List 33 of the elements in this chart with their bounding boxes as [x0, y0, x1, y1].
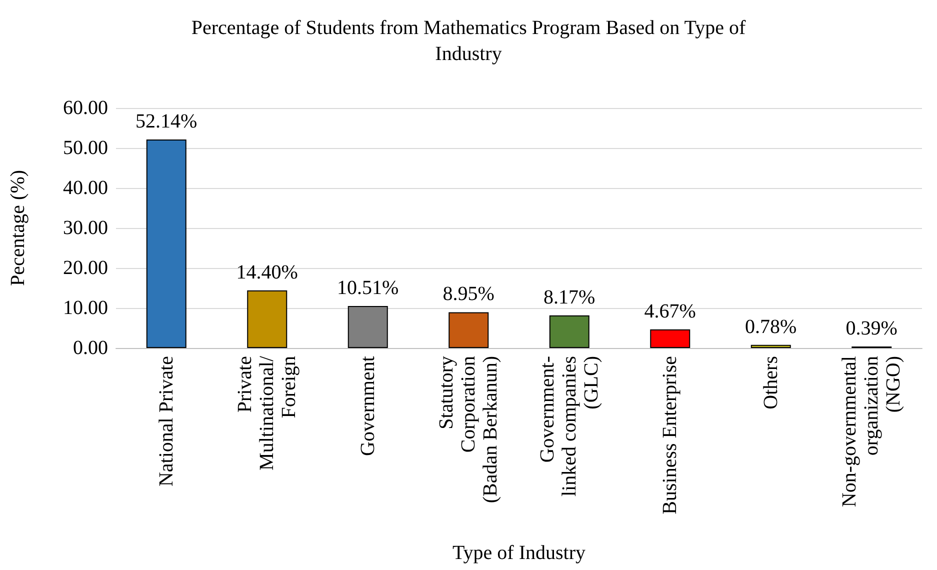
data-label: 4.67%	[644, 300, 696, 322]
x-tick-label: Business Enterprise	[659, 356, 682, 514]
y-tick-label: 60.00	[63, 97, 108, 119]
y-tick-label: 50.00	[63, 137, 108, 159]
x-tick-label: Statutory Corporation (Badan Berkanun)	[436, 356, 502, 504]
data-label: 8.95%	[442, 283, 494, 306]
y-tick-label: 0.00	[73, 337, 108, 359]
data-label: 0.39%	[846, 317, 898, 340]
y-tick-label: 10.00	[63, 297, 108, 319]
bar	[247, 290, 288, 348]
data-label: 10.51%	[337, 276, 399, 299]
data-label: 0.78%	[745, 316, 797, 338]
bar	[146, 139, 186, 348]
bar	[650, 329, 690, 348]
data-label: 14.40%	[236, 261, 298, 284]
bar	[448, 312, 489, 348]
x-tick-label: Private Multinational/ Foreign	[234, 356, 300, 470]
chart-title: Percentage of Students from Mathematics Program Based on Type of Industry	[191, 17, 746, 65]
data-label: 52.14%	[136, 110, 198, 132]
y-tick-label: 20.00	[63, 257, 108, 279]
bar	[549, 315, 590, 348]
x-tick-label: Government- linked companies (GLC)	[536, 356, 602, 497]
y-axis-title: Pecentage (%)	[7, 170, 29, 286]
bar	[348, 306, 388, 348]
data-label: 8.17%	[544, 286, 596, 308]
x-tick-label: Non-governmental organization (NGO)	[838, 356, 905, 508]
bar	[750, 344, 791, 348]
x-tick-label: Others	[760, 356, 782, 410]
y-tick-label: 30.00	[63, 217, 108, 239]
x-tick-label: Government	[356, 356, 379, 456]
x-tick-label: National Private	[155, 356, 178, 487]
y-tick-label: 40.00	[63, 177, 108, 199]
x-axis-title: Type of Industry	[452, 542, 586, 564]
